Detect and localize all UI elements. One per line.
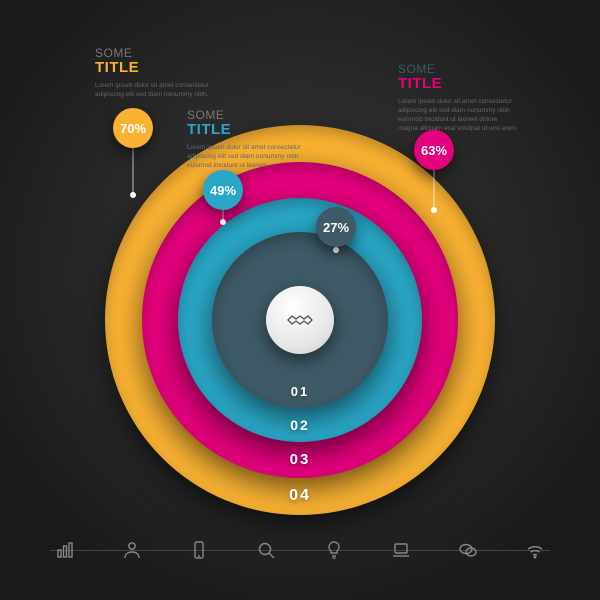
- callout-badge-2: 27%: [316, 207, 356, 247]
- handshake-icon: [285, 310, 315, 330]
- callout-body-3: Lorem ipsum dolor sit amet consectetur a…: [398, 97, 518, 133]
- callout-main-0: TITLE: [95, 60, 215, 75]
- callout-title-3: SOMETITLE Lorem ipsum dolor sit amet cons…: [398, 62, 518, 133]
- callout-body-1: Lorem ipsum dolor sit amet consectetur a…: [187, 143, 307, 170]
- ring-label-4: 04: [289, 487, 311, 505]
- callout-main-3: TITLE: [398, 76, 518, 91]
- ring-label-1: 01: [291, 384, 309, 399]
- chart-icon: [50, 535, 80, 565]
- wifi-icon: [520, 535, 550, 565]
- search-icon: [251, 535, 281, 565]
- callout-title-1: SOMETITLE Lorem ipsum dolor sit amet cons…: [187, 108, 307, 170]
- chat-icon: [453, 535, 483, 565]
- callout-dot-3: [431, 207, 437, 213]
- callout-body-0: Lorem ipsum dolor sit amet consectetur a…: [95, 81, 215, 99]
- callout-dot-1: [220, 219, 226, 225]
- callout-badge-0: 70%: [113, 108, 153, 148]
- callout-main-1: TITLE: [187, 122, 307, 137]
- callout-some-0: SOME: [95, 46, 215, 60]
- callout-dot-0: [130, 192, 136, 198]
- icon-row: [50, 530, 550, 570]
- callout-title-0: SOMETITLE Lorem ipsum dolor sit amet cons…: [95, 46, 215, 99]
- laptop-icon: [386, 535, 416, 565]
- phone-icon: [184, 535, 214, 565]
- callout-some-3: SOME: [398, 62, 518, 76]
- callout-dot-2: [333, 247, 339, 253]
- callout-badge-1: 49%: [203, 170, 243, 210]
- ring-label-2: 02: [290, 417, 310, 433]
- user-icon: [117, 535, 147, 565]
- bulb-icon: [319, 535, 349, 565]
- callout-some-1: SOME: [187, 108, 307, 122]
- center-circle: [266, 286, 334, 354]
- callout-badge-3: 63%: [414, 130, 454, 170]
- ring-label-3: 03: [290, 451, 311, 468]
